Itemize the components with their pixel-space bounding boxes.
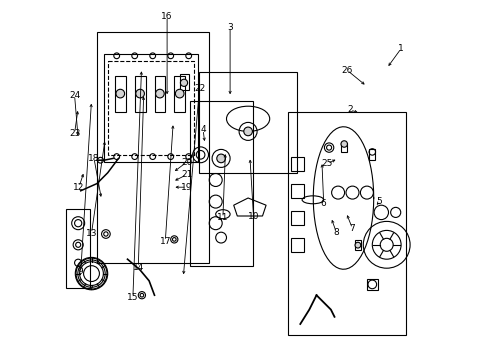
Bar <box>190 101 253 266</box>
Bar <box>355 240 360 250</box>
Text: 20: 20 <box>181 158 192 166</box>
Bar <box>154 76 165 112</box>
Text: 13: 13 <box>85 229 97 238</box>
Bar <box>66 209 89 288</box>
Circle shape <box>180 79 187 86</box>
Bar <box>174 76 185 112</box>
Circle shape <box>354 242 360 248</box>
Bar <box>199 72 296 173</box>
Circle shape <box>136 89 144 98</box>
Text: 4: 4 <box>200 125 205 134</box>
Bar <box>340 143 347 152</box>
Text: 14: 14 <box>132 263 143 272</box>
Text: 8: 8 <box>333 228 339 237</box>
Text: 2: 2 <box>346 105 352 114</box>
Bar <box>291 184 303 198</box>
Bar <box>291 238 303 252</box>
Text: 7: 7 <box>349 224 355 233</box>
Text: 21: 21 <box>181 170 192 179</box>
Text: 1: 1 <box>397 44 403 53</box>
Text: 11: 11 <box>217 213 228 222</box>
Circle shape <box>116 89 124 98</box>
Text: 17: 17 <box>159 237 171 246</box>
Circle shape <box>340 141 347 147</box>
Text: 25: 25 <box>321 159 332 168</box>
Circle shape <box>175 89 183 98</box>
Text: 15: 15 <box>127 292 139 301</box>
Circle shape <box>155 89 164 98</box>
Bar <box>134 76 145 112</box>
Text: 6: 6 <box>320 199 326 208</box>
Circle shape <box>216 154 225 163</box>
Bar <box>97 32 208 263</box>
Circle shape <box>244 127 252 136</box>
Bar <box>291 157 303 171</box>
Bar <box>291 211 303 225</box>
Text: 19: 19 <box>181 183 192 192</box>
Bar <box>115 76 125 112</box>
Text: 24: 24 <box>69 91 80 100</box>
Text: 18: 18 <box>88 154 100 163</box>
Text: 5: 5 <box>376 197 382 206</box>
Text: 26: 26 <box>341 66 352 75</box>
Bar <box>287 112 406 335</box>
Text: 10: 10 <box>247 212 259 220</box>
Text: 3: 3 <box>227 23 232 32</box>
Bar <box>179 74 188 90</box>
Text: 9: 9 <box>78 267 83 276</box>
Text: 22: 22 <box>193 84 204 93</box>
Bar <box>366 279 377 290</box>
Text: 23: 23 <box>69 129 80 138</box>
Text: 12: 12 <box>73 183 84 192</box>
Text: 16: 16 <box>161 12 172 21</box>
Bar <box>368 149 374 160</box>
